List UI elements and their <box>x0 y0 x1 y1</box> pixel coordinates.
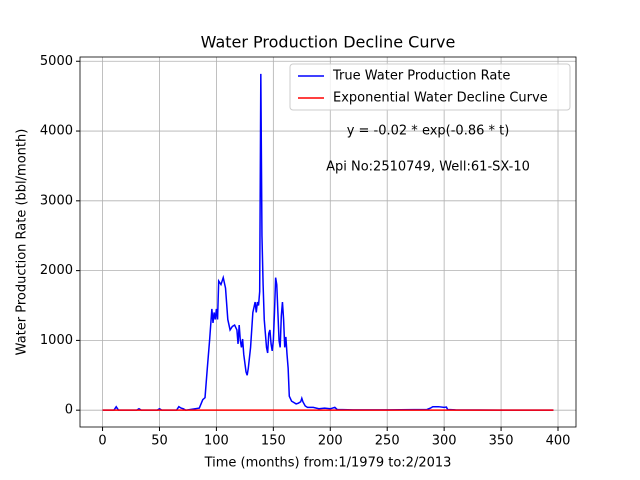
y-tick-label: 5000 <box>40 54 73 69</box>
x-tick-label: 300 <box>432 434 457 449</box>
x-tick-label: 0 <box>98 434 106 449</box>
y-tick-label: 3000 <box>40 193 73 208</box>
x-tick-label: 100 <box>204 434 229 449</box>
y-tick-label: 4000 <box>40 124 73 139</box>
x-tick-label: 400 <box>546 434 571 449</box>
plot-frame <box>79 56 577 428</box>
data-line <box>102 73 554 411</box>
legend-box <box>289 63 571 111</box>
legend-label: True Water Production Rate <box>332 69 510 84</box>
x-tick-label: 200 <box>318 434 343 449</box>
y-tick-label: 2000 <box>40 263 73 278</box>
y-tick-label: 1000 <box>40 333 73 348</box>
x-tick-label: 150 <box>261 434 286 449</box>
annotation: y = -0.02 * exp(-0.86 * t) <box>347 124 510 139</box>
x-axis-label: Time (months) from:1/1979 to:2/2013 <box>204 456 452 471</box>
x-tick-label: 250 <box>375 434 400 449</box>
x-tick-label: 50 <box>151 434 168 449</box>
x-tick-label: 350 <box>489 434 514 449</box>
annotation: Api No:2510749, Well:61-SX-10 <box>326 160 530 175</box>
y-axis-label: Water Production Rate (bbl/month) <box>15 129 30 356</box>
chart-title: Water Production Decline Curve <box>201 33 456 52</box>
y-tick-label: 0 <box>65 403 73 418</box>
legend-label: Exponential Water Decline Curve <box>333 91 548 106</box>
